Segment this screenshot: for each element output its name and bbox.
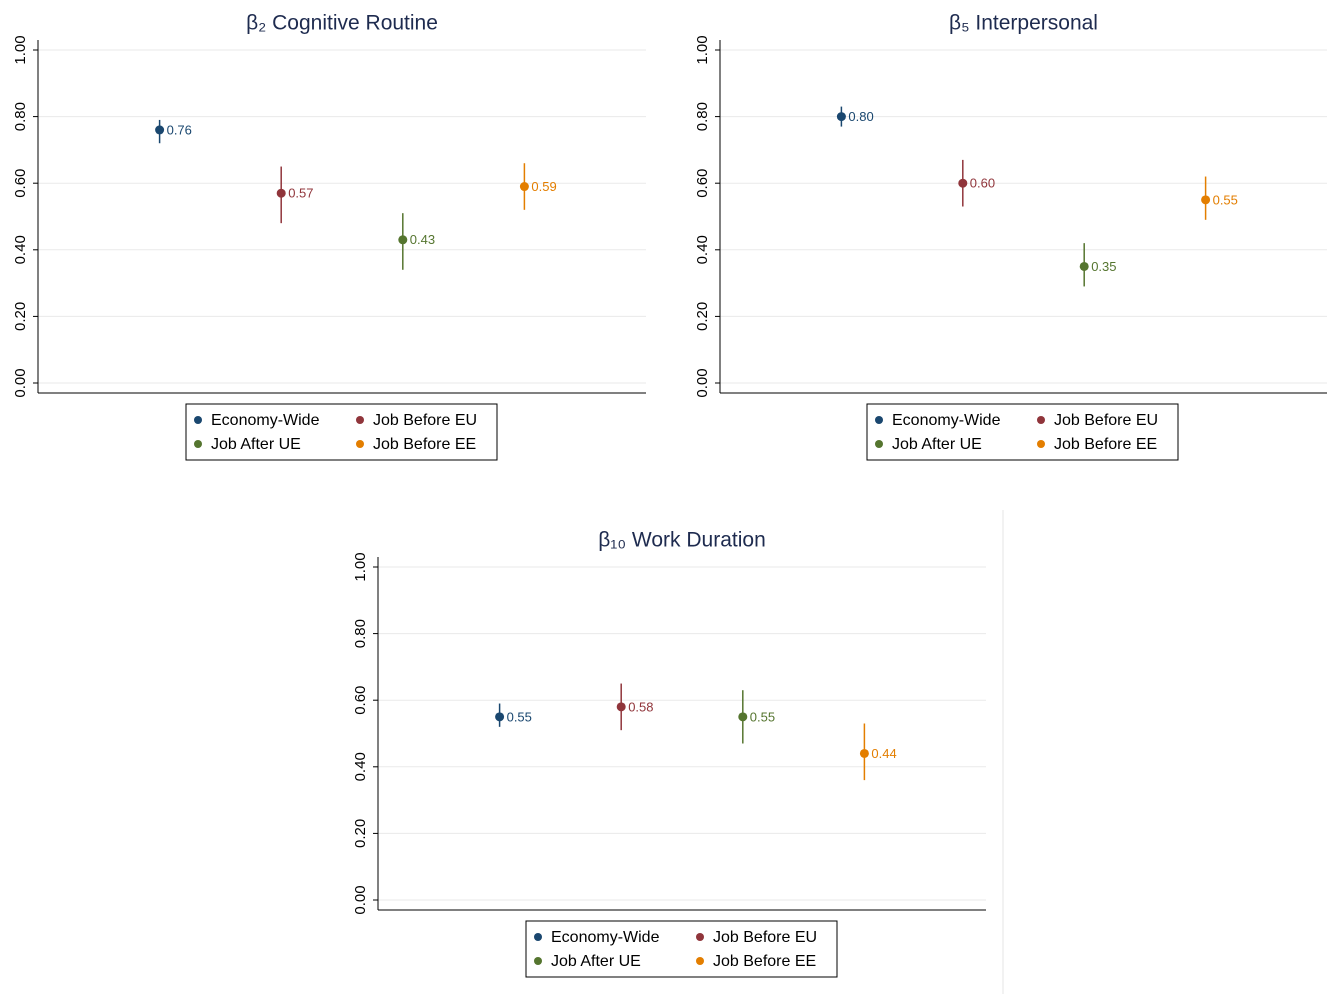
value-label: 0.60 (970, 176, 995, 191)
y-tick-label: 0.00 (12, 368, 29, 397)
y-tick-label: 0.60 (694, 169, 711, 198)
legend-label: Economy-Wide (551, 929, 660, 946)
y-tick-label: 1.00 (694, 35, 711, 64)
y-tick-label: 0.40 (694, 235, 711, 264)
y-tick-label: 0.60 (352, 686, 369, 715)
chart-title: β₂ Cognitive Routine (246, 12, 438, 35)
point (738, 712, 748, 722)
legend-marker (1037, 440, 1045, 448)
legend-label: Job Before EU (713, 929, 817, 946)
chart-title: β₅ Interpersonal (949, 12, 1098, 35)
legend-label: Job After UE (551, 953, 641, 970)
y-tick-label: 0.40 (12, 235, 29, 264)
y-tick-label: 0.80 (12, 102, 29, 131)
point (1079, 261, 1089, 271)
value-label: 0.55 (507, 709, 532, 724)
legend-label: Job Before EU (1054, 412, 1158, 429)
point (616, 702, 626, 712)
y-tick-label: 0.00 (352, 885, 369, 914)
legend-label: Job Before EE (713, 953, 816, 970)
legend-label: Job After UE (211, 436, 301, 453)
legend-marker (875, 416, 883, 424)
y-tick-label: 0.80 (694, 102, 711, 131)
value-label: 0.44 (871, 746, 896, 761)
legend-label: Economy-Wide (211, 412, 320, 429)
y-tick-label: 0.20 (352, 819, 369, 848)
point (398, 235, 408, 245)
legend-label: Job Before EE (373, 436, 476, 453)
legend-marker (356, 440, 364, 448)
legend-marker (534, 933, 542, 941)
value-label: 0.55 (1213, 192, 1238, 207)
chart-title: β₁₀ Work Duration (598, 529, 766, 552)
legend-marker (1037, 416, 1045, 424)
point (1201, 195, 1211, 205)
y-tick-label: 0.20 (694, 302, 711, 331)
y-tick-label: 0.20 (12, 302, 29, 331)
value-label: 0.35 (1091, 259, 1116, 274)
legend-label: Economy-Wide (892, 412, 1001, 429)
point (155, 125, 165, 135)
y-tick-label: 0.60 (12, 169, 29, 198)
value-label: 0.80 (848, 109, 873, 124)
y-tick-label: 0.00 (694, 368, 711, 397)
value-label: 0.43 (410, 232, 435, 247)
legend-marker (356, 416, 364, 424)
y-tick-label: 1.00 (352, 552, 369, 581)
legend-label: Job Before EE (1054, 436, 1157, 453)
legend-marker (194, 440, 202, 448)
legend-box (866, 403, 1179, 461)
y-tick-label: 1.00 (12, 35, 29, 64)
legend-marker (194, 416, 202, 424)
legend-box (185, 403, 498, 461)
y-tick-label: 0.80 (352, 619, 369, 648)
legend-box (525, 920, 838, 978)
point (859, 748, 869, 758)
point (958, 178, 968, 188)
legend-label: Job After UE (892, 436, 982, 453)
point (276, 188, 286, 198)
legend-marker (696, 933, 704, 941)
value-label: 0.76 (167, 122, 192, 137)
legend-label: Job Before EU (373, 412, 477, 429)
legend-marker (875, 440, 883, 448)
legend-marker (534, 957, 542, 965)
point (836, 112, 846, 122)
point (495, 712, 505, 722)
y-tick-label: 0.40 (352, 752, 369, 781)
legend-marker (696, 957, 704, 965)
value-label: 0.57 (288, 186, 313, 201)
value-label: 0.59 (531, 179, 556, 194)
value-label: 0.58 (628, 699, 653, 714)
point (519, 182, 529, 192)
value-label: 0.55 (750, 709, 775, 724)
